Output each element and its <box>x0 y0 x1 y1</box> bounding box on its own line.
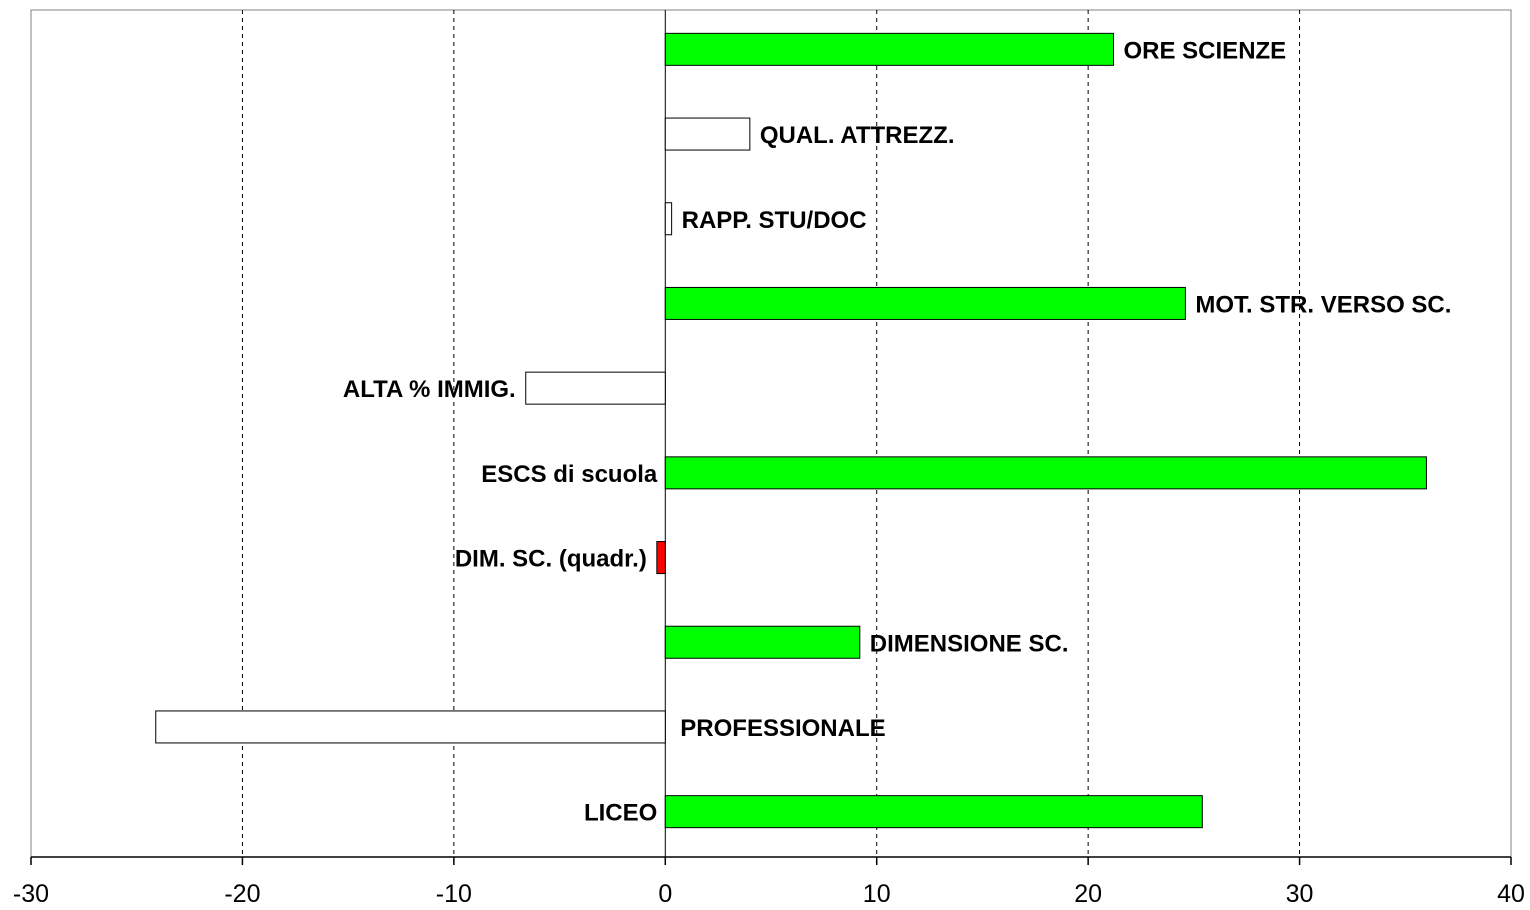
bar <box>664 117 751 151</box>
bar-label: QUAL. ATTREZZ. <box>760 122 955 149</box>
bar <box>664 795 1203 829</box>
x-tick-label: 30 <box>1286 880 1314 908</box>
x-tick-label: 40 <box>1497 880 1525 908</box>
bar-label: PROFESSIONALE <box>680 715 885 742</box>
bar-label: ALTA % IMMIG. <box>343 376 516 403</box>
bar <box>656 541 666 575</box>
x-tick-label: 0 <box>658 880 672 908</box>
bar-label: ESCS di scuola <box>481 461 658 488</box>
bar <box>664 286 1186 320</box>
bar-label: RAPP. STU/DOC <box>682 207 867 234</box>
bar <box>664 202 673 236</box>
bar <box>664 625 861 659</box>
bar-layer <box>155 32 1427 829</box>
axis-layer: -30 -20 -10 0 10 20 30 40 <box>13 856 1525 908</box>
bar <box>155 710 666 744</box>
bar <box>664 32 1115 66</box>
x-tick-label: -30 <box>13 880 49 908</box>
x-tick-label: -10 <box>436 880 472 908</box>
label-layer: ORE SCIENZE QUAL. ATTREZZ. RAPP. STU/DOC MO… <box>343 37 1452 826</box>
bar-label: LICEO <box>584 800 657 827</box>
x-tick-label: 10 <box>863 880 891 908</box>
bar <box>525 371 666 405</box>
bar-label: ORE SCIENZE <box>1124 37 1287 64</box>
bar-label: MOT. STR. VERSO SC. <box>1195 291 1451 318</box>
bar-label: DIM. SC. (quadr.) <box>455 546 647 573</box>
x-tick-label: 20 <box>1074 880 1102 908</box>
x-tick-label: -20 <box>224 880 260 908</box>
bar <box>664 456 1427 490</box>
bar-label: DIMENSIONE SC. <box>870 630 1069 657</box>
